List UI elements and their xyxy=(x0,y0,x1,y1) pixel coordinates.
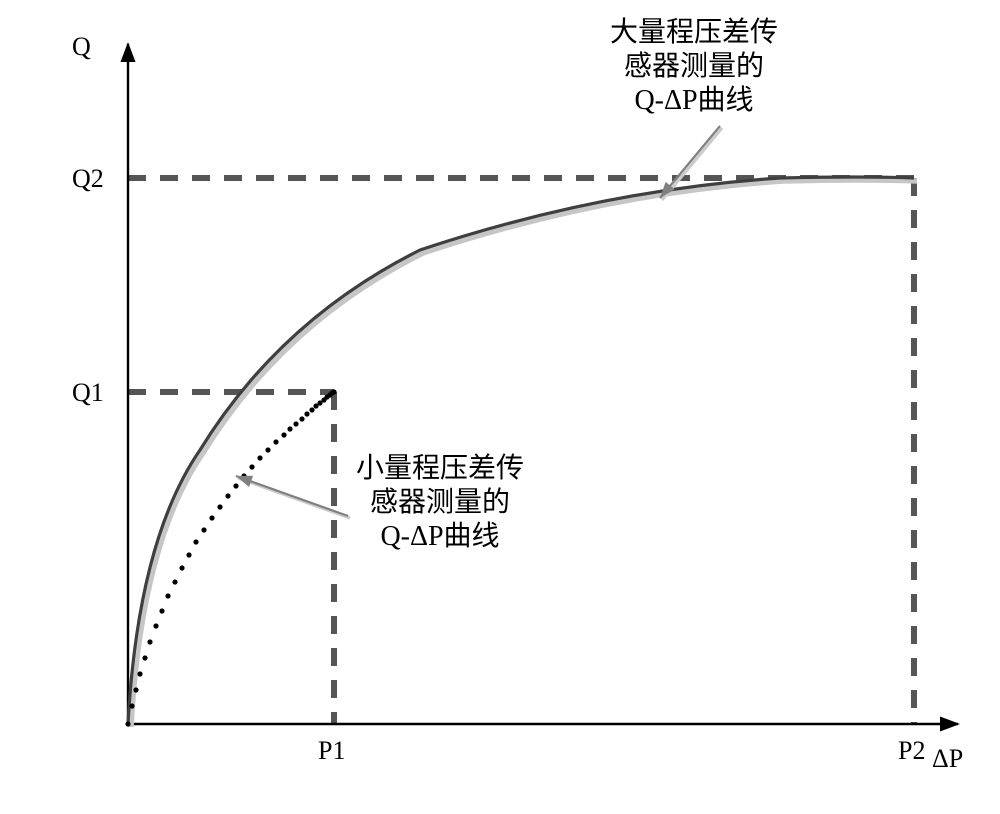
annotation-small-range: 小量程压差传感器测量的Q-ΔP曲线 xyxy=(356,452,524,554)
annotation-large-range: 大量程压差传感器测量的Q-ΔP曲线 xyxy=(610,16,778,118)
annotation-line: 感器测量的 xyxy=(356,486,524,520)
tick-Q1: Q1 xyxy=(72,378,104,408)
annotation-line: 感器测量的 xyxy=(610,50,778,84)
tick-P1: P1 xyxy=(318,736,345,766)
x-axis-label: ΔP xyxy=(932,744,963,774)
annotation-line: Q-ΔP曲线 xyxy=(356,520,524,554)
chart-svg xyxy=(0,0,1000,814)
y-axis-label: Q xyxy=(72,32,91,62)
annotation-line: 大量程压差传 xyxy=(610,16,778,50)
tick-P2: P2 xyxy=(898,736,925,766)
annotation-line: 小量程压差传 xyxy=(356,452,524,486)
tick-Q2: Q2 xyxy=(72,164,104,194)
annotation-line: Q-ΔP曲线 xyxy=(610,84,778,118)
chart-container: Q ΔP Q1 Q2 P1 P2 大量程压差传感器测量的Q-ΔP曲线 小量程压差… xyxy=(0,0,1000,814)
